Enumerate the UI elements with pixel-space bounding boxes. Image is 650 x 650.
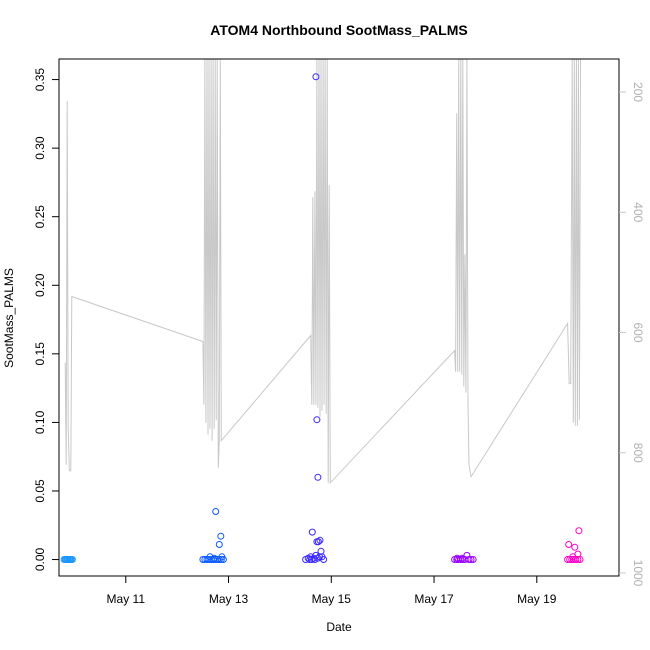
data-point — [215, 541, 223, 548]
data-point — [453, 554, 461, 562]
data-point — [457, 556, 465, 563]
data-point — [68, 556, 76, 563]
data-point — [306, 556, 314, 563]
x-axis-label: Date — [326, 620, 352, 634]
data-point — [210, 554, 218, 562]
y-axis-label: SootMass_PALMS — [2, 268, 16, 368]
x-axis: May 11 May 13 May 15 May 17 May 19 — [107, 576, 557, 606]
pressure-series-line — [64, 58, 581, 485]
y2-tick-label: 1000 — [631, 560, 645, 587]
data-points-layer — [60, 73, 584, 563]
data-point — [62, 556, 70, 563]
y2-tick-label: 600 — [631, 322, 645, 342]
data-point — [458, 554, 466, 562]
data-point — [64, 556, 72, 563]
y-tick-label: 0.05 — [33, 479, 47, 503]
data-point — [218, 553, 226, 561]
y-tick-label: 0.25 — [33, 205, 47, 229]
data-point — [569, 553, 577, 561]
y-tick-label: 0.15 — [33, 342, 47, 366]
y2-tick-label: 400 — [631, 202, 645, 222]
y-tick-label: 0.00 — [33, 547, 47, 571]
x-tick-label: May 13 — [209, 592, 249, 606]
data-point — [467, 556, 475, 563]
data-point — [313, 416, 321, 424]
data-point — [314, 473, 322, 481]
data-point — [316, 553, 323, 561]
plot-frame — [58, 58, 620, 577]
data-point — [465, 556, 473, 563]
y-tick-label: 0.20 — [33, 273, 47, 297]
data-point — [314, 538, 322, 546]
data-point — [217, 532, 225, 540]
data-point — [308, 528, 316, 536]
y2-tick-label: 800 — [631, 443, 645, 463]
data-point — [206, 553, 214, 561]
x-tick-label: May 11 — [107, 592, 146, 606]
data-point — [314, 554, 322, 562]
data-point — [212, 508, 220, 515]
data-point — [66, 556, 74, 563]
data-point — [575, 527, 583, 535]
y2-axis: 200 400 600 800 1000 — [619, 82, 645, 587]
pressure-line-layer — [64, 58, 581, 485]
x-tick-label: May 19 — [517, 592, 557, 606]
data-point — [217, 556, 225, 563]
y-tick-label: 0.10 — [33, 410, 47, 434]
chart-title: ATOM4 Northbound SootMass_PALMS — [210, 22, 467, 38]
x-tick-label: May 15 — [312, 592, 352, 606]
y-tick-label: 0.30 — [33, 136, 47, 160]
x-tick-label: May 17 — [414, 592, 454, 606]
y-tick-label: 0.35 — [33, 68, 47, 92]
data-point — [571, 543, 579, 551]
data-point — [469, 556, 477, 563]
y-axis: 0.00 0.05 0.10 0.15 0.20 0.25 0.30 0.35 — [33, 68, 59, 571]
data-point — [312, 73, 320, 81]
data-point — [316, 536, 324, 544]
data-point — [565, 541, 573, 548]
y2-tick-label: 200 — [631, 82, 645, 102]
